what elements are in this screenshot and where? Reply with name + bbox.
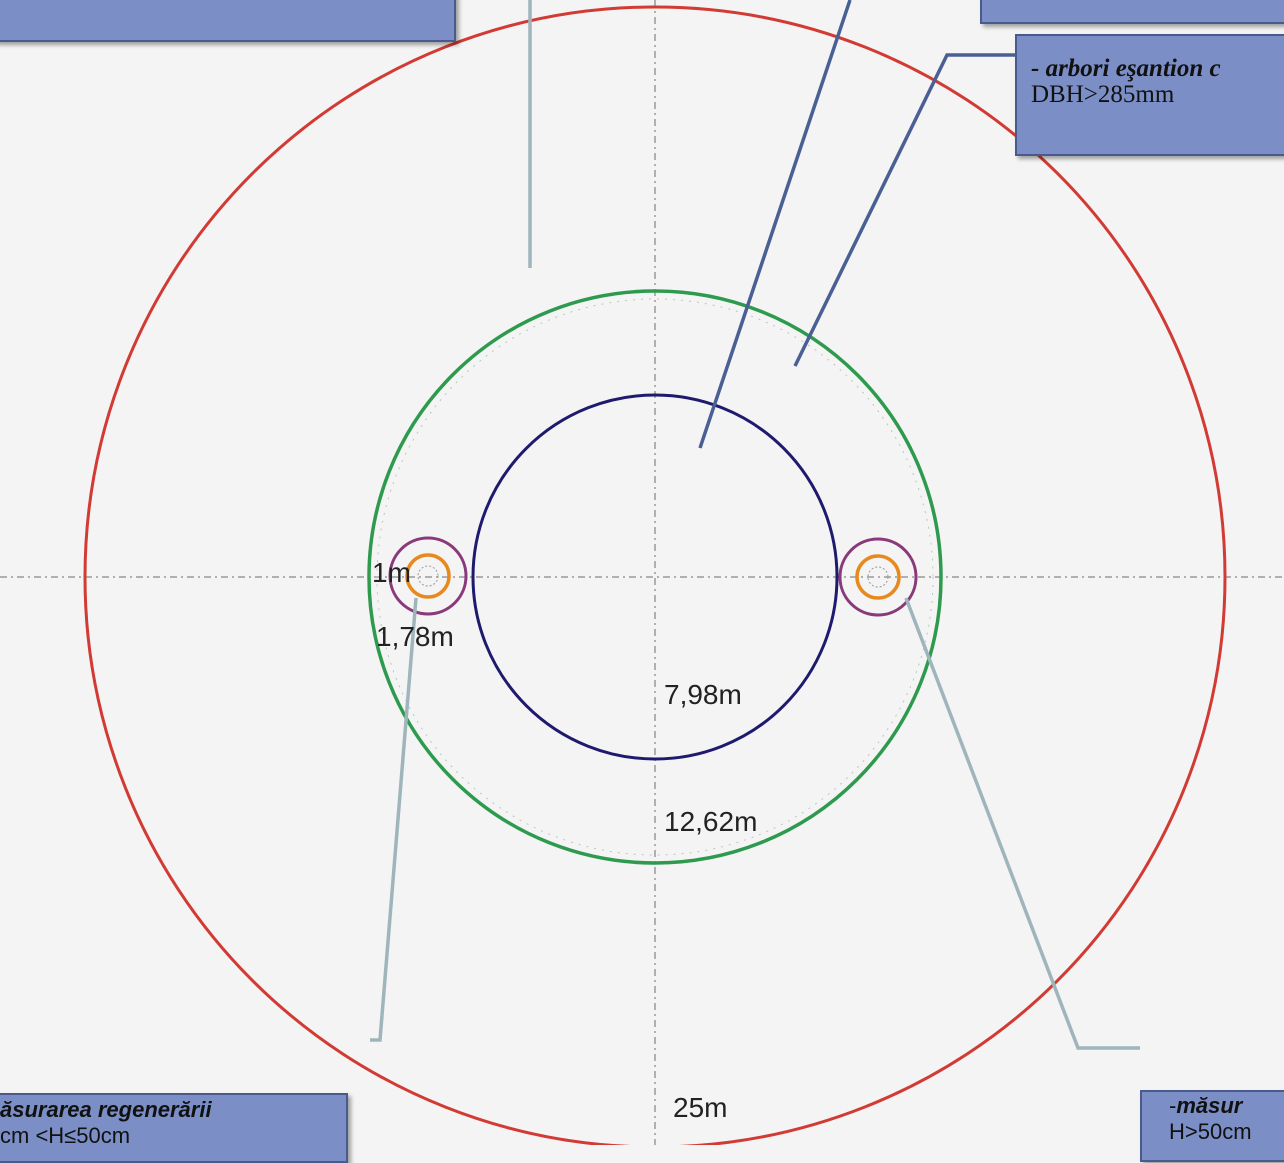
leader-line-regen-right (904, 597, 1140, 1050)
leader-line-large-trees (793, 53, 1018, 367)
label-25m: 25m (673, 1092, 727, 1123)
right-subplot-1m-circle (855, 554, 901, 600)
circle-12-62m (367, 289, 943, 865)
label-1-78m: 1,78m (376, 621, 454, 652)
leader-line-regen-left (370, 597, 418, 1042)
label-7-98m: 7,98m (664, 679, 742, 710)
regeneration-left-detail: cm <H≤50cm (0, 1123, 131, 1148)
regeneration-left-title: ăsurarea regenerării (0, 1097, 212, 1122)
regeneration-right-title-prefix: - (1169, 1093, 1177, 1118)
right-subplot-center (867, 566, 889, 588)
callout-top-left (0, 0, 456, 42)
left-subplot-center (417, 565, 439, 587)
callout-regeneration-right: -măsur H>50cm (1140, 1090, 1284, 1162)
callout-top-right (980, 0, 1284, 24)
large-trees-detail: DBH>285mm (1031, 81, 1175, 108)
circle-12-62m-sketch (376, 298, 934, 856)
leader-line-center (698, 0, 852, 449)
callout-large-trees: - arbori eşantion c DBH>285mm (1015, 34, 1284, 156)
circle-7-98m (471, 393, 839, 761)
right-subplot-1-78m-circle (838, 537, 918, 617)
large-trees-title: - arbori eşantion c (1031, 55, 1221, 82)
callout-regeneration-left: ăsurarea regenerării cm <H≤50cm (0, 1093, 348, 1163)
regeneration-right-detail: H>50cm (1169, 1119, 1252, 1144)
left-subplot-1m-circle (405, 553, 451, 599)
label-12-62m: 12,62m (664, 806, 757, 837)
left-subplot-1-78m-circle (388, 536, 468, 616)
label-1m: 1m (372, 557, 411, 588)
regeneration-right-title: măsur (1176, 1093, 1243, 1118)
regeneration-right-title-line: -măsur (1169, 1094, 1242, 1118)
